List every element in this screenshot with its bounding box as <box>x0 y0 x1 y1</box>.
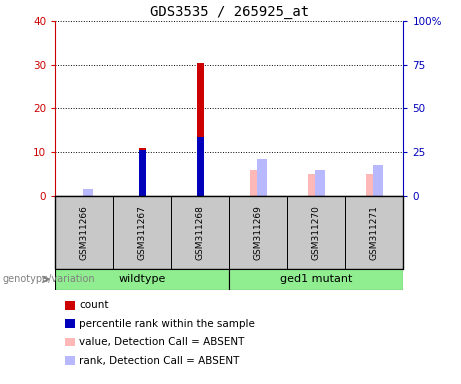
Bar <box>113 196 171 269</box>
Text: ged1 mutant: ged1 mutant <box>280 274 353 285</box>
Bar <box>250 170 260 196</box>
Bar <box>197 63 204 196</box>
Text: GSM311270: GSM311270 <box>312 205 321 260</box>
Text: GSM311266: GSM311266 <box>80 205 89 260</box>
Text: count: count <box>79 300 109 310</box>
Bar <box>171 196 229 269</box>
Bar <box>287 196 345 269</box>
Bar <box>257 159 267 196</box>
Text: rank, Detection Call = ABSENT: rank, Detection Call = ABSENT <box>79 356 240 366</box>
Bar <box>307 174 318 196</box>
Bar <box>345 196 403 269</box>
Text: wildtype: wildtype <box>118 274 166 285</box>
Text: GSM311271: GSM311271 <box>370 205 379 260</box>
Bar <box>314 170 325 196</box>
Text: genotype/variation: genotype/variation <box>2 274 95 285</box>
Bar <box>83 189 93 196</box>
Bar <box>197 137 204 196</box>
Text: value, Detection Call = ABSENT: value, Detection Call = ABSENT <box>79 337 245 347</box>
Bar <box>372 165 383 196</box>
Bar <box>229 196 287 269</box>
Bar <box>55 196 113 269</box>
Bar <box>139 150 146 196</box>
Text: GSM311267: GSM311267 <box>138 205 147 260</box>
Title: GDS3535 / 265925_at: GDS3535 / 265925_at <box>150 5 309 19</box>
Bar <box>229 269 403 290</box>
Bar <box>55 269 230 290</box>
Text: percentile rank within the sample: percentile rank within the sample <box>79 319 255 329</box>
Bar <box>366 174 376 196</box>
Text: GSM311268: GSM311268 <box>196 205 205 260</box>
Text: GSM311269: GSM311269 <box>254 205 263 260</box>
Bar <box>139 148 146 196</box>
